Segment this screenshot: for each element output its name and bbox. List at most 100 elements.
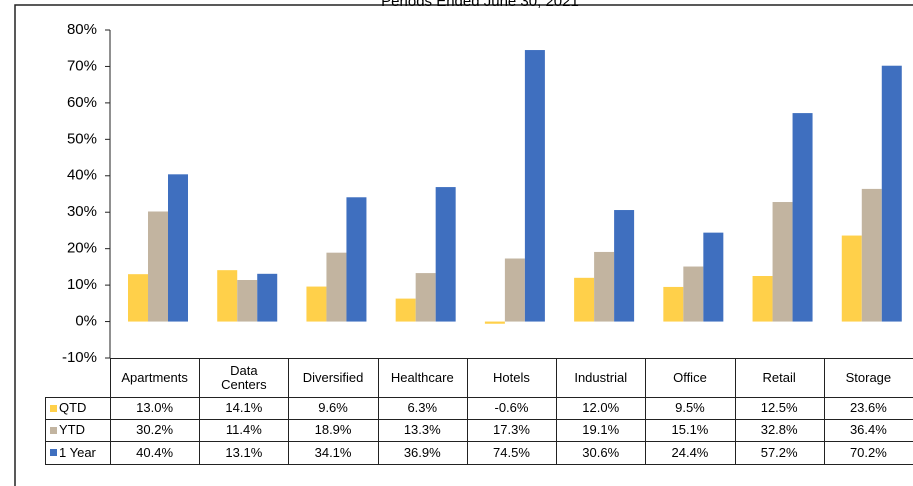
data-label-text: 6.3% — [407, 400, 438, 415]
table-top — [110, 358, 913, 359]
data-label: 18.9% — [288, 419, 379, 442]
data-label-text: 36.9% — [403, 444, 441, 460]
data-label: 34.1% — [288, 441, 379, 465]
bar — [306, 286, 327, 322]
bar — [435, 187, 456, 322]
bar — [128, 274, 148, 322]
bar — [346, 197, 367, 322]
bar — [683, 266, 704, 322]
bar — [703, 232, 724, 322]
data-label-text: 34.1% — [314, 444, 352, 460]
data-label-text: 23.6% — [849, 400, 887, 415]
data-label: 30.6% — [556, 441, 647, 465]
data-label: 13.0% — [110, 397, 201, 420]
data-label: -0.6% — [466, 397, 558, 420]
data-label-text: 18.9% — [314, 422, 352, 437]
bar — [168, 174, 188, 322]
x-tick-label: Storage — [823, 358, 913, 398]
x-tick-label: Industrial — [556, 358, 647, 398]
data-label: 6.3% — [377, 397, 468, 420]
bar — [861, 188, 882, 322]
data-label-text: 32.8% — [760, 422, 798, 437]
legend-entry: QTD — [45, 397, 111, 420]
data-label-text: 74.5% — [493, 444, 530, 460]
legend-entry: YTD — [45, 419, 111, 442]
bar — [663, 286, 684, 322]
data-label: 36.9% — [377, 441, 468, 465]
x-tick-label: Data Centers — [199, 358, 290, 398]
data-label: 23.6% — [823, 397, 913, 420]
data-label-text: 24.4% — [671, 444, 709, 460]
data-label-text: 15.1% — [671, 422, 709, 437]
bar — [752, 276, 773, 322]
data-label: 74.5% — [466, 441, 558, 465]
y-tick-label: 60% — [67, 94, 97, 111]
x-tick-label: Retail — [734, 358, 825, 398]
data-label-text: 12.0% — [582, 400, 620, 415]
x-tick-label: Healthcare — [377, 358, 468, 398]
y-tick-label: 40% — [67, 167, 97, 184]
bar — [594, 251, 615, 322]
x-tick-label: Hotels — [466, 358, 558, 398]
y-tick-label: -10% — [62, 349, 97, 366]
bar — [217, 270, 238, 322]
data-label: 24.4% — [645, 441, 736, 465]
bar — [524, 50, 545, 322]
bar — [792, 113, 813, 322]
bar — [574, 277, 595, 322]
legend-key — [50, 404, 57, 412]
data-label: 13.1% — [199, 441, 290, 465]
bar — [257, 273, 278, 322]
bar — [614, 210, 635, 322]
bar — [772, 202, 793, 322]
y-tick-label: 10% — [67, 276, 97, 293]
x-tick-label-text: Office — [673, 369, 707, 385]
data-label: 32.8% — [734, 419, 825, 442]
data-label-text: 13.0% — [136, 400, 174, 415]
data-label: 11.4% — [199, 419, 290, 442]
data-label-text: 17.3% — [493, 422, 530, 437]
x-tick-label-text: Data Centers — [221, 362, 267, 392]
legend-label: 1 Year — [59, 444, 96, 460]
data-label-text: 11.4% — [225, 422, 262, 437]
bar — [881, 65, 902, 322]
x-tick-label-text: Storage — [845, 369, 892, 385]
y-tick-label: 20% — [67, 240, 97, 257]
data-label-text: 13.1% — [225, 444, 263, 460]
bar — [484, 321, 505, 324]
frame — [14, 4, 913, 486]
y-tick-label: 30% — [67, 203, 97, 220]
data-label-text: 12.5% — [760, 400, 798, 415]
table-left — [110, 358, 111, 397]
legend-key — [50, 426, 57, 434]
y-tick-label: 50% — [67, 130, 97, 147]
x-tick-label-text: Retail — [762, 369, 796, 385]
data-label: 12.0% — [556, 397, 647, 420]
data-label: 36.4% — [823, 419, 913, 442]
data-label: 14.1% — [199, 397, 290, 420]
data-label: 30.2% — [110, 419, 201, 442]
chart-title: Periods Ended June 30, 2021 — [381, 0, 579, 10]
bar — [148, 211, 168, 322]
data-label-text: 70.2% — [849, 444, 887, 460]
data-label: 19.1% — [556, 419, 647, 442]
data-label-text: 40.4% — [136, 444, 174, 460]
data-label-text: 19.1% — [582, 422, 620, 437]
data-label-text: 9.5% — [675, 400, 705, 415]
x-tick-label: Diversified — [288, 358, 379, 398]
y-tick-label: 0% — [75, 313, 97, 330]
data-label: 9.5% — [645, 397, 736, 420]
legend-label: QTD — [59, 400, 87, 415]
data-label: 17.3% — [466, 419, 558, 442]
data-label-text: 30.6% — [582, 444, 620, 460]
bar — [504, 258, 525, 322]
x-tick-label-text: Diversified — [302, 369, 364, 385]
data-label-text: 57.2% — [760, 444, 798, 460]
legend-key — [50, 449, 57, 456]
bar — [415, 273, 436, 322]
data-label-text: 13.3% — [403, 422, 441, 437]
table-label-top — [45, 397, 110, 398]
bar — [237, 280, 258, 322]
